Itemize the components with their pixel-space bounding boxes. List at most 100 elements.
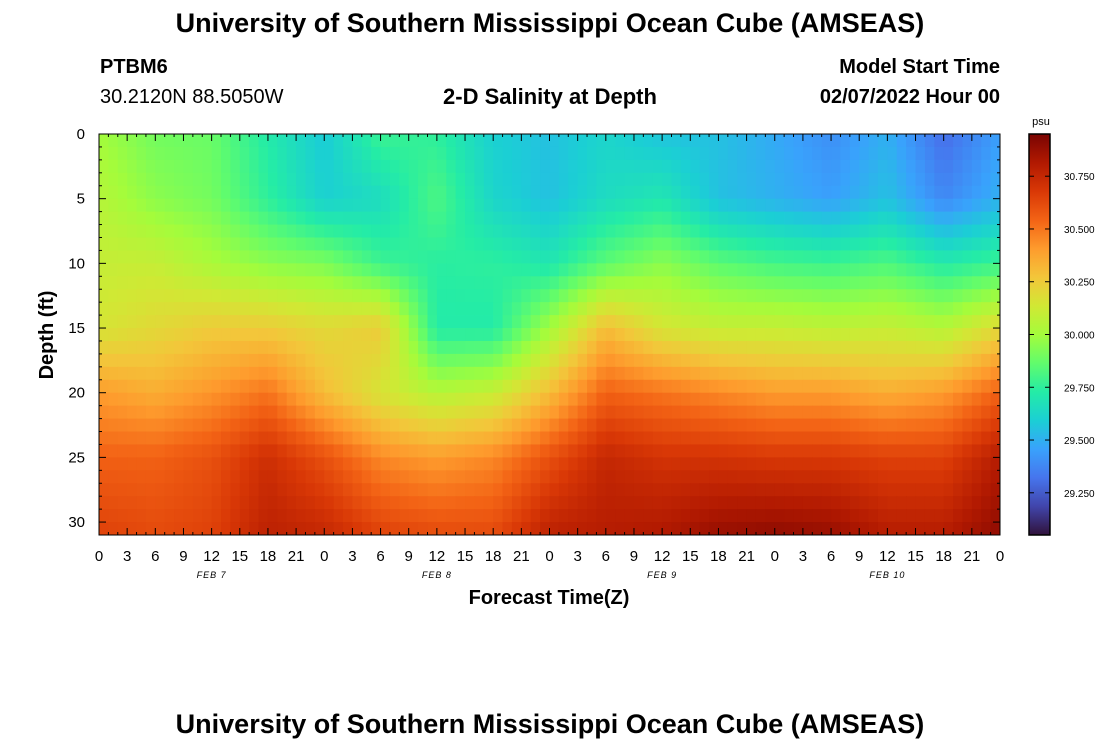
heatmap-cell <box>934 289 945 303</box>
heatmap-cell <box>558 444 569 458</box>
heatmap-cell <box>455 483 466 497</box>
heatmap-cell <box>887 250 898 264</box>
heatmap-cell <box>727 340 738 355</box>
heatmap-cell <box>286 379 297 394</box>
heatmap-cell <box>755 302 766 316</box>
heatmap-cell <box>690 134 701 148</box>
heatmap-cell <box>868 263 879 277</box>
heatmap-cell <box>615 315 626 329</box>
heatmap-cell <box>690 366 701 381</box>
heatmap-cell <box>418 237 429 252</box>
heatmap-cell <box>352 483 363 497</box>
heatmap-cell <box>314 457 325 471</box>
heatmap-cell <box>943 392 954 407</box>
heatmap-cell <box>784 263 795 277</box>
heatmap-cell <box>568 418 579 433</box>
heatmap-cell <box>183 379 194 394</box>
heatmap-cell <box>117 328 128 342</box>
heatmap-cell <box>483 509 494 523</box>
heatmap-cell <box>624 522 635 535</box>
heatmap-cell <box>446 379 457 394</box>
heatmap-cell <box>605 185 616 200</box>
heatmap-cell <box>793 185 804 200</box>
heatmap-cell <box>887 379 898 394</box>
heatmap-cell <box>662 457 673 471</box>
heatmap-cell <box>127 522 138 535</box>
colorbar-tick-label: 29.250 <box>1064 489 1095 500</box>
heatmap-cell <box>352 418 363 433</box>
heatmap-cell <box>221 302 231 316</box>
heatmap-cell <box>718 159 729 174</box>
heatmap-cell <box>164 522 175 535</box>
heatmap-cell <box>755 146 766 161</box>
heatmap-cell <box>530 315 541 329</box>
heatmap-cell <box>596 237 607 252</box>
heatmap-cell <box>774 392 785 407</box>
heatmap-cell <box>136 211 147 226</box>
heatmap-cell <box>924 509 935 523</box>
heatmap-cell <box>286 134 297 148</box>
heatmap-cell <box>127 134 138 148</box>
heatmap-cell <box>868 237 879 252</box>
heatmap-cell <box>924 198 935 213</box>
heatmap-cell <box>774 237 785 252</box>
heatmap-cell <box>446 509 457 523</box>
heatmap-cell <box>493 172 504 187</box>
heatmap-cell <box>136 263 147 277</box>
heatmap-cell <box>286 457 297 471</box>
heatmap-cell <box>277 237 288 252</box>
heatmap-cell <box>859 198 870 213</box>
day-label: FEB 8 <box>422 570 452 580</box>
heatmap-cell <box>849 250 860 264</box>
heatmap-cell <box>962 237 973 252</box>
heatmap-cell <box>558 172 569 187</box>
heatmap-cell <box>943 237 954 252</box>
heatmap-cell <box>136 328 147 342</box>
heatmap-cell <box>305 444 316 458</box>
heatmap-cell <box>953 263 964 277</box>
heatmap-cell <box>962 276 973 290</box>
heatmap-cell <box>840 379 851 394</box>
heatmap-cell <box>727 276 738 290</box>
heatmap-cell <box>718 263 729 277</box>
heatmap-cell <box>662 366 673 381</box>
heatmap-cell <box>887 418 898 433</box>
heatmap-cell <box>371 366 382 381</box>
heatmap-cell <box>568 302 579 316</box>
heatmap-cell <box>624 483 635 497</box>
heatmap-cell <box>924 237 935 252</box>
heatmap-cell <box>605 340 616 355</box>
heatmap-cell <box>774 250 785 264</box>
heatmap-cell <box>511 315 522 329</box>
heatmap-cell <box>221 146 231 161</box>
heatmap-cell <box>971 457 982 471</box>
heatmap-cell <box>324 379 335 394</box>
heatmap-cell <box>502 289 513 303</box>
heatmap-cell <box>324 263 335 277</box>
heatmap-cell <box>953 496 964 510</box>
heatmap-cell <box>868 444 879 458</box>
heatmap-cell <box>99 496 109 510</box>
heatmap-cell <box>765 185 776 200</box>
heatmap-cell <box>868 134 879 148</box>
heatmap-cell <box>174 496 185 510</box>
heatmap-cell <box>427 315 438 329</box>
heatmap-cell <box>849 237 860 252</box>
heatmap-cell <box>493 250 504 264</box>
heatmap-cell <box>943 211 954 226</box>
heatmap-cell <box>474 522 485 535</box>
heatmap-cell <box>831 483 842 497</box>
heatmap-cell <box>258 172 269 187</box>
heatmap-cell <box>408 379 419 394</box>
heatmap-cell <box>540 315 551 329</box>
heatmap-cell <box>155 237 166 252</box>
heatmap-cell <box>511 483 522 497</box>
heatmap-cell <box>587 237 598 252</box>
heatmap-cell <box>915 237 926 252</box>
heatmap-cell <box>690 522 701 535</box>
heatmap-cell <box>155 224 166 239</box>
heatmap-cell <box>127 496 138 510</box>
heatmap-cell <box>943 379 954 394</box>
heatmap-cell <box>361 340 372 355</box>
heatmap-cell <box>549 276 560 290</box>
